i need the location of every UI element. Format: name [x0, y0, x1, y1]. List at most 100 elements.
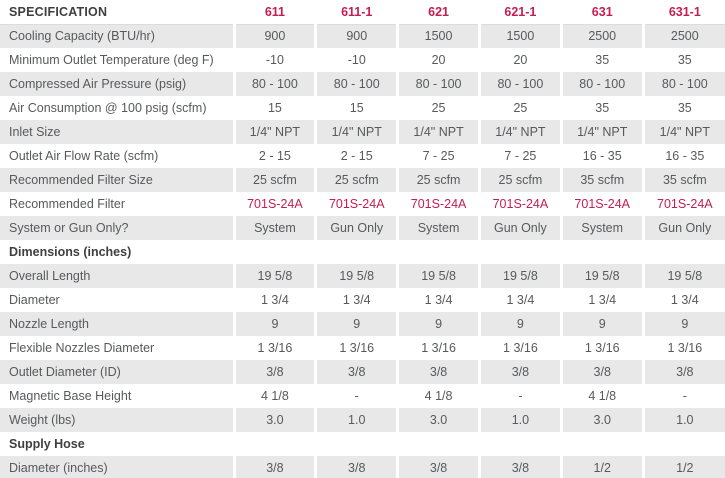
spec-value: 80 - 100 [232, 72, 316, 96]
table-row: Weight (lbs) 3.0 1.0 3.0 1.0 3.0 1.0 [0, 408, 725, 432]
spec-value: Gun Only [314, 216, 398, 240]
spec-value: 1/4" NPT [396, 120, 480, 144]
spec-value: 1 3/4 [477, 288, 562, 312]
spec-value: 3/8 [641, 360, 725, 384]
model-column-header[interactable]: 621 [396, 0, 480, 25]
filter-link[interactable]: 701S-24A [328, 197, 385, 211]
spec-value: 1/2 [641, 456, 725, 478]
model-column-header[interactable]: 621-1 [477, 0, 562, 25]
table-row: Diameter (inches) 3/8 3/8 3/8 3/8 1/2 1/2 [0, 456, 725, 478]
spec-value: 3.0 [559, 408, 644, 432]
filter-link[interactable]: 701S-24A [657, 197, 713, 211]
spec-value: 9 [559, 312, 644, 336]
spec-column-header: SPECIFICATION [0, 0, 234, 25]
spec-value: 25 scfm [314, 168, 398, 192]
spec-label: Outlet Diameter (ID) [0, 360, 234, 384]
spec-value: 3/8 [314, 456, 398, 478]
spec-value: 1.0 [314, 408, 398, 432]
spec-value: 25 scfm [232, 168, 316, 192]
spec-value: 35 [641, 48, 725, 72]
spec-value: 1500 [396, 24, 480, 48]
spec-label: Recommended Filter Size [0, 168, 234, 192]
spec-value: 1/4" NPT [641, 120, 725, 144]
spec-value: 19 5/8 [559, 264, 644, 288]
filter-link[interactable]: 701S-24A [247, 197, 303, 211]
spec-value: 9 [641, 312, 725, 336]
spec-value: 19 5/8 [232, 264, 316, 288]
spec-value: System [232, 216, 316, 240]
spec-value: 19 5/8 [641, 264, 725, 288]
spec-label: Cooling Capacity (BTU/hr) [0, 24, 234, 48]
spec-label: Outlet Air Flow Rate (scfm) [9, 149, 159, 163]
table-row: Outlet Diameter (ID) 3/8 3/8 3/8 3/8 3/8 3/8 [0, 360, 725, 384]
spec-value: 1/4" NPT [477, 120, 562, 144]
spec-value: 15 [314, 96, 398, 120]
model-column-header[interactable]: 611-1 [314, 0, 398, 25]
spec-value: 9 [477, 312, 562, 336]
spec-value: 701S-24A [396, 192, 480, 216]
spec-value: 35 scfm [641, 168, 725, 192]
spec-value: 1 3/16 [559, 336, 644, 360]
model-column-header[interactable]: 631-1 [641, 0, 725, 25]
spec-value: 701S-24A [641, 192, 725, 216]
filter-link[interactable]: 701S-24A [492, 197, 549, 211]
spec-value: 1 3/16 [641, 336, 725, 360]
spec-value: 2500 [559, 24, 644, 48]
spec-value: 16 - 35 [559, 144, 644, 168]
spec-value: 701S-24A [477, 192, 562, 216]
spec-value: Gun Only [641, 216, 725, 240]
spec-value: 19 5/8 [314, 264, 398, 288]
spec-value: 1 3/16 [314, 336, 398, 360]
spec-value: - [314, 384, 398, 408]
spec-value: 4 1/8 [559, 384, 644, 408]
spec-value: 701S-24A [314, 192, 398, 216]
spec-value: 1500 [477, 24, 562, 48]
spec-value: 4 1/8 [232, 384, 316, 408]
table-row: Nozzle Length 9 9 9 9 9 9 [0, 312, 725, 336]
spec-label: Magnetic Base Height [9, 389, 132, 403]
spec-value: System [396, 216, 480, 240]
table-row: Cooling Capacity (BTU/hr) 900 900 1500 1500 2… [0, 24, 725, 48]
spec-value: 19 5/8 [396, 264, 480, 288]
spec-value: -10 [314, 48, 398, 72]
spec-label: Diameter (inches) [0, 456, 234, 478]
spec-value: 3/8 [232, 360, 316, 384]
spec-value: 1 3/4 [232, 288, 316, 312]
spec-value: -10 [232, 48, 316, 72]
spec-value: 80 - 100 [559, 72, 644, 96]
filter-link[interactable]: 701S-24A [574, 197, 631, 211]
spec-value: 3/8 [232, 456, 316, 478]
spec-value: 900 [314, 24, 398, 48]
section-header-row: Dimensions (inches) [0, 240, 725, 264]
spec-value: 3.0 [396, 408, 480, 432]
spec-value: 20 [396, 48, 480, 72]
spec-value: 1/4" NPT [559, 120, 644, 144]
spec-label: System or Gun Only? [0, 216, 234, 240]
spec-value: 1/4" NPT [314, 120, 398, 144]
filter-link[interactable]: 701S-24A [410, 197, 467, 211]
spec-label: Air Consumption @ 100 psig (scfm) [9, 101, 207, 115]
table-row: Overall Length 19 5/8 19 5/8 19 5/8 19 5/8 19… [0, 264, 725, 288]
spec-label: Nozzle Length [0, 312, 234, 336]
spec-label: Overall Length [0, 264, 234, 288]
spec-label: Recommended Filter [9, 197, 126, 211]
spec-value: 1 3/4 [314, 288, 398, 312]
spec-value: 9 [396, 312, 480, 336]
spec-value: 25 [477, 96, 562, 120]
spec-value: 7 - 25 [477, 144, 562, 168]
spec-value: Gun Only [477, 216, 562, 240]
spec-value: - [641, 384, 725, 408]
spec-value: 25 scfm [477, 168, 562, 192]
spec-value: 3/8 [477, 360, 562, 384]
spec-value: 19 5/8 [477, 264, 562, 288]
spec-value: 701S-24A [559, 192, 644, 216]
spec-value: 701S-24A [232, 192, 316, 216]
spec-value: 9 [232, 312, 316, 336]
model-column-header[interactable]: 631 [559, 0, 644, 25]
spec-value: 1 3/4 [396, 288, 480, 312]
spec-value: 35 [641, 96, 725, 120]
table-row: System or Gun Only? System Gun Only System G… [0, 216, 725, 240]
spec-value: 1 3/16 [477, 336, 562, 360]
model-column-header[interactable]: 611 [232, 0, 316, 25]
